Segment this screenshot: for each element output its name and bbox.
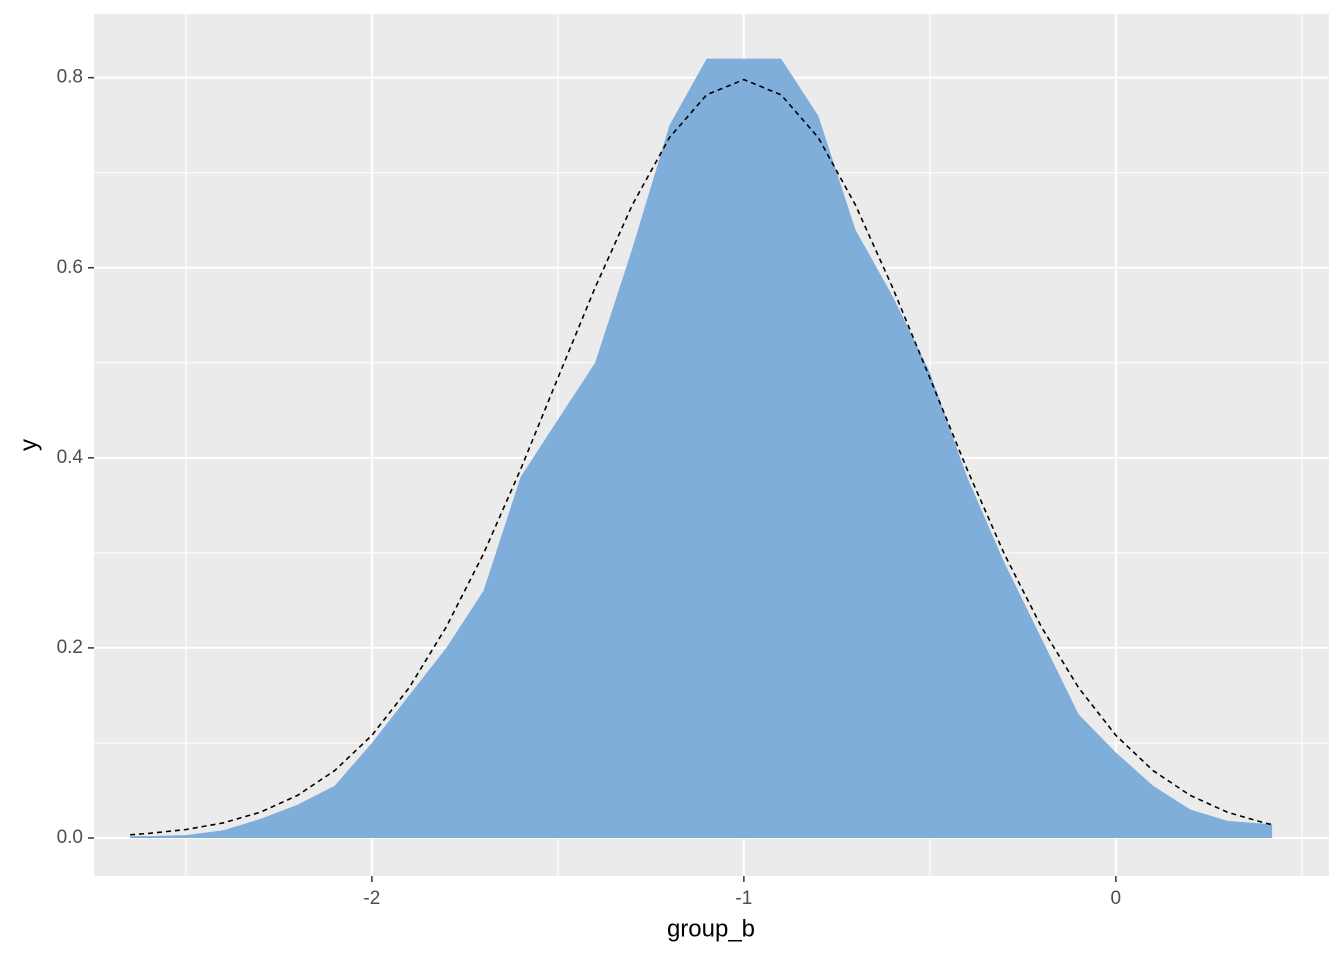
y-tick-label: 0.4 bbox=[57, 447, 84, 468]
x-axis-label: group_b bbox=[667, 915, 755, 942]
normal-curve bbox=[130, 78, 1273, 836]
y-tick-label: 0.8 bbox=[57, 67, 83, 88]
y-tick-label: 0.2 bbox=[57, 637, 83, 658]
x-tick-label: 0 bbox=[1111, 888, 1122, 909]
x-tick-label: -2 bbox=[363, 888, 380, 909]
y-tick-label: 0.6 bbox=[57, 257, 83, 278]
density-area bbox=[130, 58, 1273, 838]
y-axis-label: y bbox=[15, 439, 42, 451]
y-tick-label: 0.0 bbox=[57, 827, 83, 848]
x-tick-label: -1 bbox=[735, 888, 752, 909]
